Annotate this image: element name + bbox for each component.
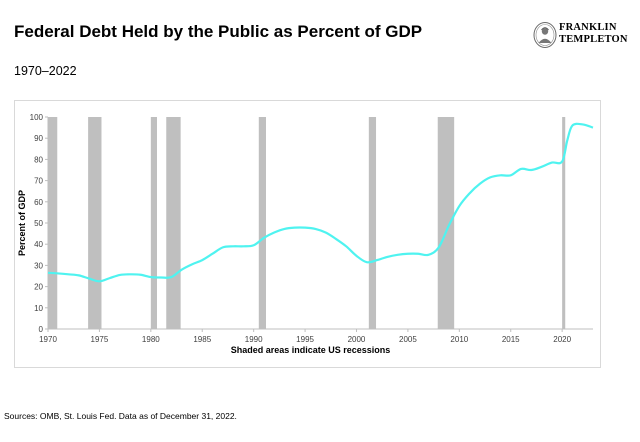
source-note: Sources: OMB, St. Louis Fed. Data as of … xyxy=(4,411,237,421)
axes xyxy=(47,117,593,330)
recession-shading xyxy=(48,117,566,329)
x-tick-label: 1995 xyxy=(296,335,314,344)
logo-line-1: FRANKLIN xyxy=(559,22,617,33)
y-tick-label: 60 xyxy=(34,198,43,207)
recession-bar-6 xyxy=(437,117,455,329)
y-tick-label: 80 xyxy=(34,155,43,164)
x-tick-label: 2015 xyxy=(502,335,520,344)
y-tick-label: 0 xyxy=(39,325,44,334)
x-tick-label: 2020 xyxy=(553,335,571,344)
franklin-templeton-logo: FRANKLIN TEMPLETON xyxy=(533,22,637,48)
x-tick-label: 1980 xyxy=(142,335,160,344)
recession-bar-1 xyxy=(88,117,102,329)
x-tick-label: 1990 xyxy=(245,335,263,344)
y-tick-label: 40 xyxy=(34,240,43,249)
x-tick-label: 2000 xyxy=(348,335,366,344)
y-tick-label: 70 xyxy=(34,177,43,186)
recession-bar-5 xyxy=(368,117,377,329)
y-tick-label: 10 xyxy=(34,304,43,313)
recession-bar-2 xyxy=(150,117,157,329)
debt-series-line xyxy=(47,122,594,283)
chart-subtitle: 1970–2022 xyxy=(14,64,77,78)
y-tick-label: 100 xyxy=(30,113,44,122)
x-tick-label: 2010 xyxy=(450,335,468,344)
x-tick-label: 2005 xyxy=(399,335,417,344)
y-tick-label: 90 xyxy=(34,134,43,143)
y-tick-label: 30 xyxy=(34,261,43,270)
chart-area: 0 10 20 30 40 50 60 70 80 90 100 1970 1975 1980 1985 1… xyxy=(14,100,601,368)
y-tick-label: 20 xyxy=(34,283,43,292)
x-tick-label: 1975 xyxy=(91,335,109,344)
logo-line-2: TEMPLETON xyxy=(559,34,628,45)
recession-bar-0 xyxy=(48,117,58,329)
recession-bar-7 xyxy=(562,117,566,329)
chart-title: Federal Debt Held by the Public as Perce… xyxy=(14,22,423,41)
franklin-portrait-icon xyxy=(533,22,557,48)
recession-bar-3 xyxy=(166,117,181,329)
y-tick-label: 50 xyxy=(34,219,43,228)
x-axis-label: Shaded areas indicate US recessions xyxy=(231,345,391,355)
x-tick-label: 1970 xyxy=(39,335,57,344)
x-tick-labels: 1970 1975 1980 1985 1990 1995 2000 2005 2010 2015… xyxy=(39,329,572,344)
y-tick-labels: 0 10 20 30 40 50 60 70 80 90 100 xyxy=(30,113,48,334)
recession-bar-4 xyxy=(258,117,266,329)
x-tick-label: 1985 xyxy=(193,335,211,344)
y-axis-label: Percent of GDP xyxy=(17,190,27,256)
